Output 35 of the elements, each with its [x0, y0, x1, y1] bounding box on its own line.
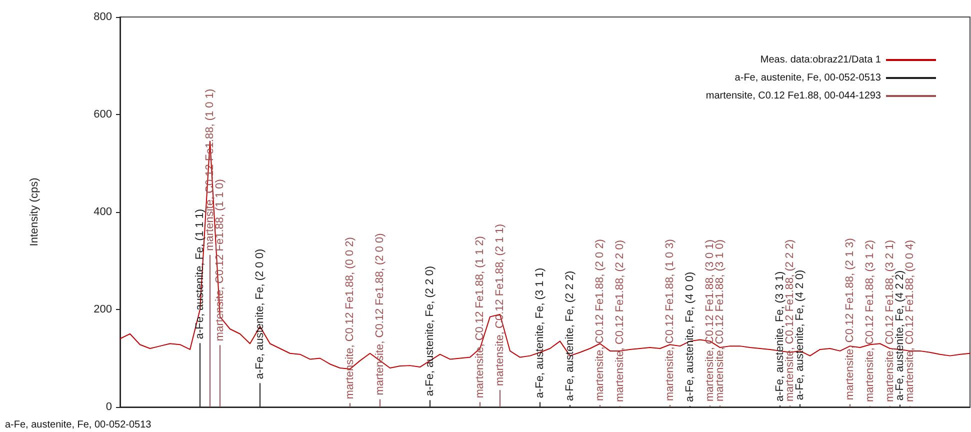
data-label: martensite, C0.12 Fe1.88, (2 2 0): [614, 240, 626, 402]
text: a-Fe, austenite, Fe, 00-052-0513: [5, 420, 152, 430]
y-tick-label: 0: [106, 401, 112, 413]
data-label: martensite, C0.12 Fe1.88, (2 0 2): [594, 239, 606, 402]
data-label: a-Fe, austenite, Fe, (2 0 0): [254, 248, 266, 380]
data-label: a-Fe, austenite, Fe, (3 3 1): [774, 271, 786, 402]
data-label: a-Fe, austenite, Fe, (4 2 2): [894, 270, 906, 401]
data-label: martensite, C0.12 Fe1.88, (1 0 1): [204, 88, 216, 251]
y-tick-label: 600: [94, 108, 112, 120]
data-label: martensite, C0.12 Fe1.88, (1 1 0): [214, 179, 226, 342]
data-label: martensite, C0.12 Fe1.88, (2 1 3): [844, 238, 856, 400]
data-label: a-Fe, austenite, Fe, (2 2 2): [564, 270, 576, 402]
data-label: a-Fe, austenite, Fe, (1 1 1): [194, 208, 206, 340]
data-label: martensite, C0.12 Fe1.88, (1 1 2): [474, 236, 486, 398]
data-label: martensite, C0.12 Fe1.88, (3 1 2): [864, 240, 876, 402]
data-label: a-Fe, austenite, Fe, (4 0 0): [684, 272, 696, 402]
data-label: martensite, C0.12 Fe1.88, (1 0 3): [664, 239, 676, 402]
data-label: martensite, C0.12 Fe1.88, (3 0 1): [704, 240, 716, 402]
data-label: martensite, C0.12 Fe1.88, (2 0 0): [374, 233, 386, 396]
y-tick-label: 200: [94, 304, 112, 316]
legend-label: a-Fe, austenite, Fe, 00-052-0513: [734, 72, 882, 84]
y-tick-label: 400: [94, 206, 112, 218]
data-label: martensite, C0.12 Fe1.88, (0 0 2): [344, 237, 356, 400]
y-tick-label: 800: [94, 11, 112, 23]
data-label: martensite, C0.12 Fe1.88, (3 1 0): [714, 240, 726, 402]
y-axis-title: Intensity (cps): [28, 178, 40, 246]
legend-label: martensite, C0.12 Fe1.88, 00-044-1293: [706, 90, 882, 102]
data-label: martensite, C0.12 Fe1.88, (2 1 1): [494, 224, 506, 386]
legend-label: Meas. data:obraz21/Data 1: [760, 54, 882, 66]
data-label: a-Fe, austenite, Fe, (4 2 0): [794, 270, 806, 400]
data-label: a-Fe, austenite, Fe, (3 1 1): [534, 268, 546, 398]
data-label: a-Fe, austenite, Fe, (2 2 0): [424, 266, 436, 396]
data-label: martensite, C0.12 Fe1.88, (3 2 1): [884, 240, 896, 402]
data-label: martensite, C0.12 Fe1.88, (0 0 4): [904, 240, 916, 402]
data-label: martensite, C0.12 Fe1.88, (2 2 2): [784, 240, 796, 402]
